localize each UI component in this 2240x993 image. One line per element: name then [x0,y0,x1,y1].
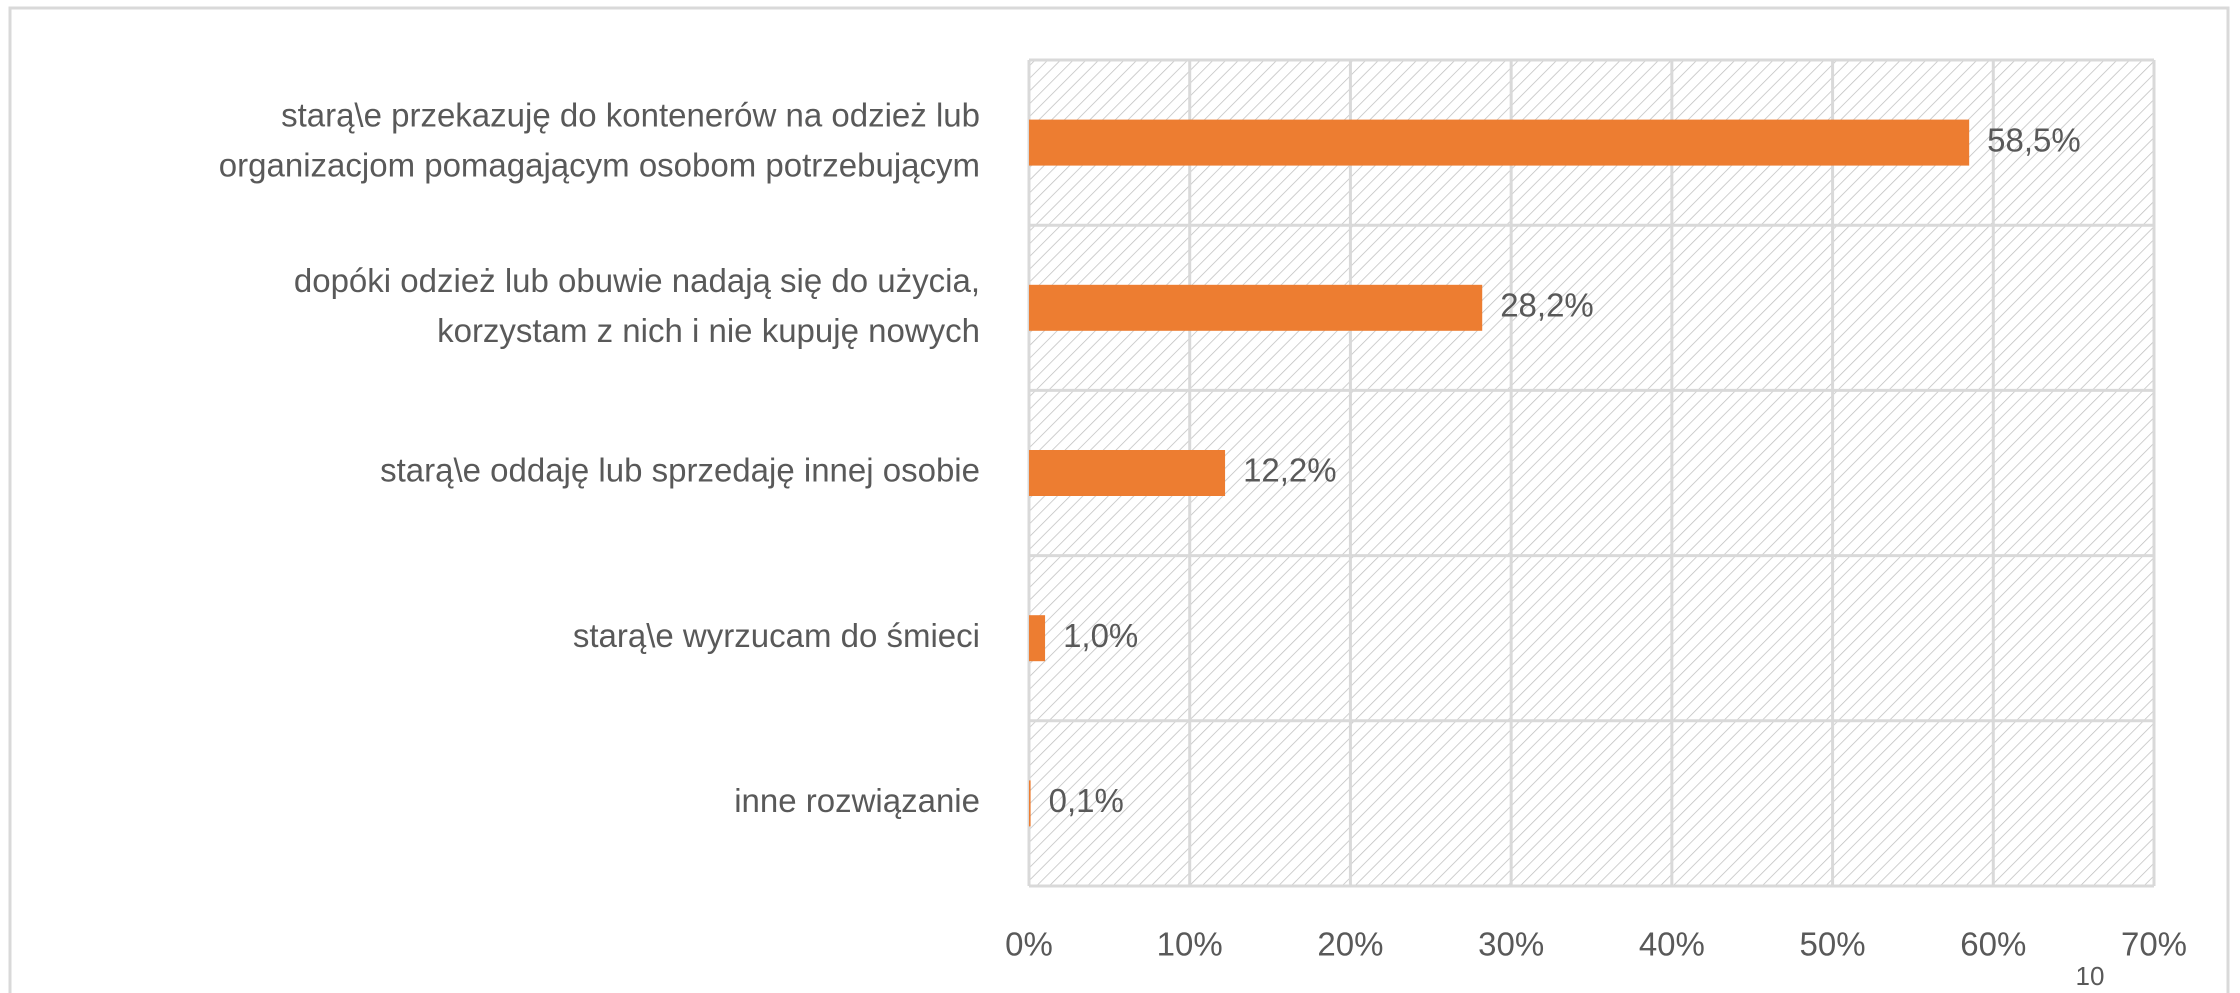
bar [1029,284,1483,331]
page-number: 10 [2076,961,2105,991]
chart-frame [8,6,2230,993]
x-tick-label: 60% [1960,926,2026,963]
y-tick-label: starą\e wyrzucam do śmieci [573,617,980,654]
label-line: korzystam z nich i nie kupuję nowych [437,312,980,349]
data-label: 58,5% [1987,121,2081,158]
bar [1029,615,1046,662]
y-tick-label: inne rozwiązanie [734,782,980,819]
x-tick-label: 30% [1478,926,1544,963]
data-label: 0,1% [1049,782,1124,819]
x-tick-label: 70% [2121,926,2187,963]
y-tick-label: starą\e przekazuję do kontenerów na odzi… [219,96,980,183]
data-label: 12,2% [1243,452,1337,489]
x-tick-label: 50% [1800,926,1866,963]
x-tick-label: 20% [1317,926,1383,963]
x-tick-label: 0% [1005,926,1053,963]
y-tick-label: dopóki odzież lub obuwie nadają się do u… [294,262,980,349]
x-tick-label: 40% [1639,926,1705,963]
data-label: 28,2% [1500,287,1594,324]
y-tick-label: starą\e oddaję lub sprzedaję innej osobi… [380,452,980,489]
bar [1029,450,1226,496]
bar [1029,780,1031,827]
bar [1029,119,1970,166]
data-label: 1,0% [1063,617,1138,654]
label-line: organizacjom pomagającym osobom potrzebu… [219,146,980,183]
label-line: dopóki odzież lub obuwie nadają się do u… [294,262,980,299]
label-line: starą\e przekazuję do kontenerów na odzi… [281,96,980,133]
x-tick-label: 10% [1157,926,1223,963]
